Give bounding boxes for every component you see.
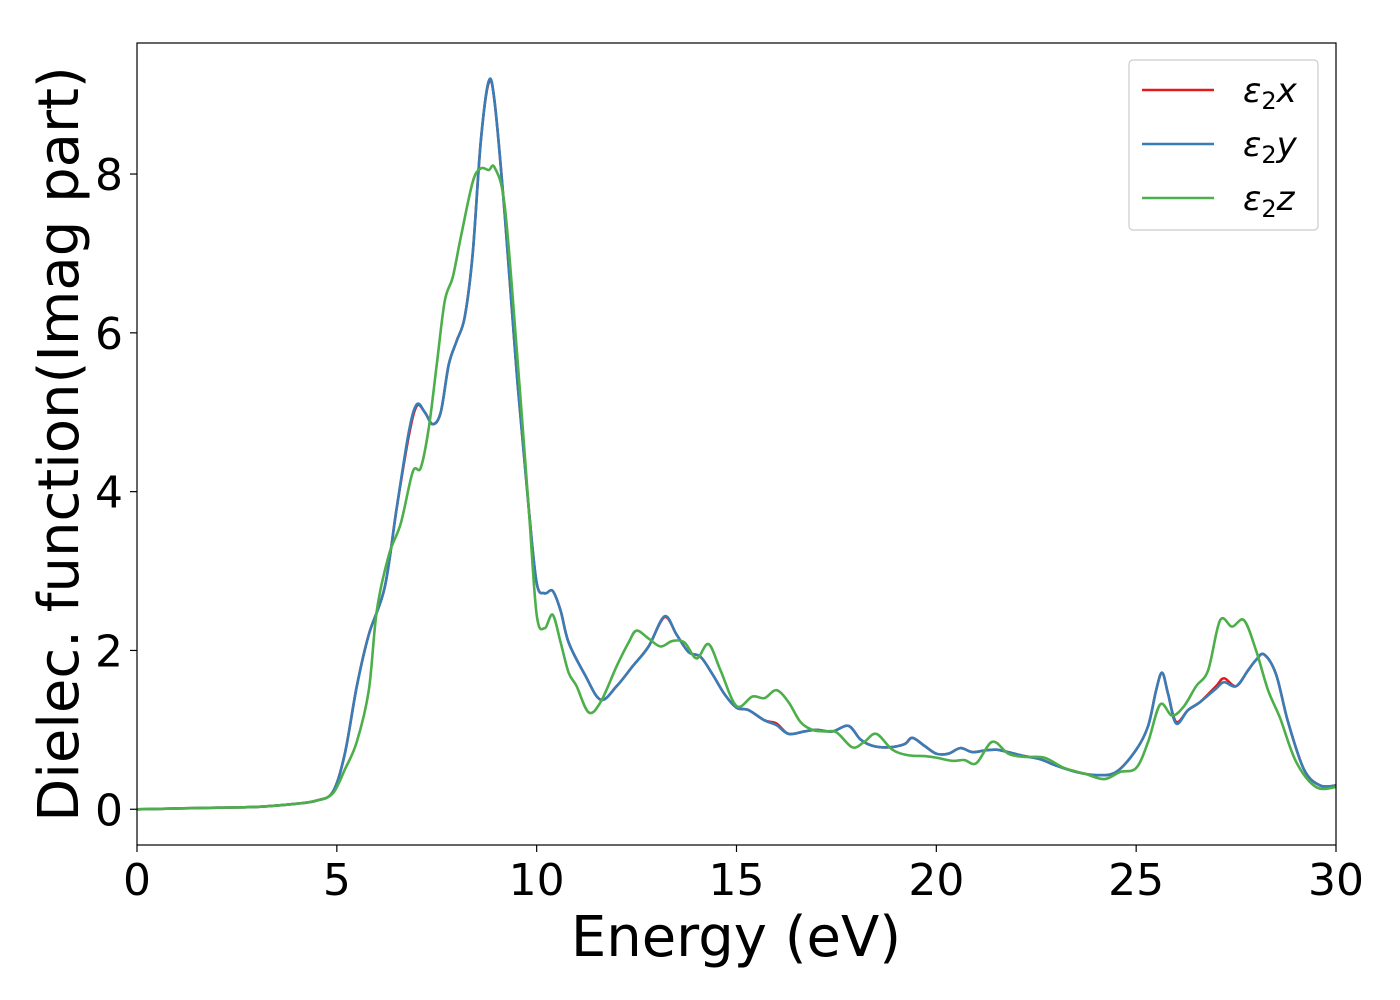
legend-box [1128, 59, 1319, 231]
x-tick-label: 10 [509, 855, 565, 906]
legend: ε2x ε2y ε2z [1128, 59, 1319, 231]
x-axis: 0 5 10 15 20 25 30 [123, 845, 1364, 906]
y-tick-label: 6 [95, 309, 123, 360]
y-tick-label: 8 [95, 150, 123, 201]
x-tick-label: 20 [908, 855, 964, 906]
x-tick-label: 15 [709, 855, 765, 906]
x-tick-label: 30 [1308, 855, 1364, 906]
legend-label-z: ε2z [1243, 179, 1296, 223]
legend-label-x: ε2x [1243, 71, 1298, 115]
y-tick-label: 2 [95, 626, 123, 677]
y-tick-label: 4 [95, 468, 123, 519]
y-axis-label: Dielec. function(Imag part) [27, 66, 92, 822]
y-axis: 0 2 4 6 8 [95, 150, 137, 836]
series-line-z [136, 164, 1337, 811]
x-tick-label: 0 [123, 855, 151, 906]
y-tick-label: 0 [95, 785, 123, 836]
legend-label-y: ε2y [1243, 125, 1298, 169]
series-line-y [136, 77, 1337, 811]
x-tick-label: 5 [323, 855, 351, 906]
x-axis-label: Energy (eV) [571, 905, 901, 970]
series-layer [136, 77, 1337, 811]
x-tick-label: 25 [1108, 855, 1164, 906]
